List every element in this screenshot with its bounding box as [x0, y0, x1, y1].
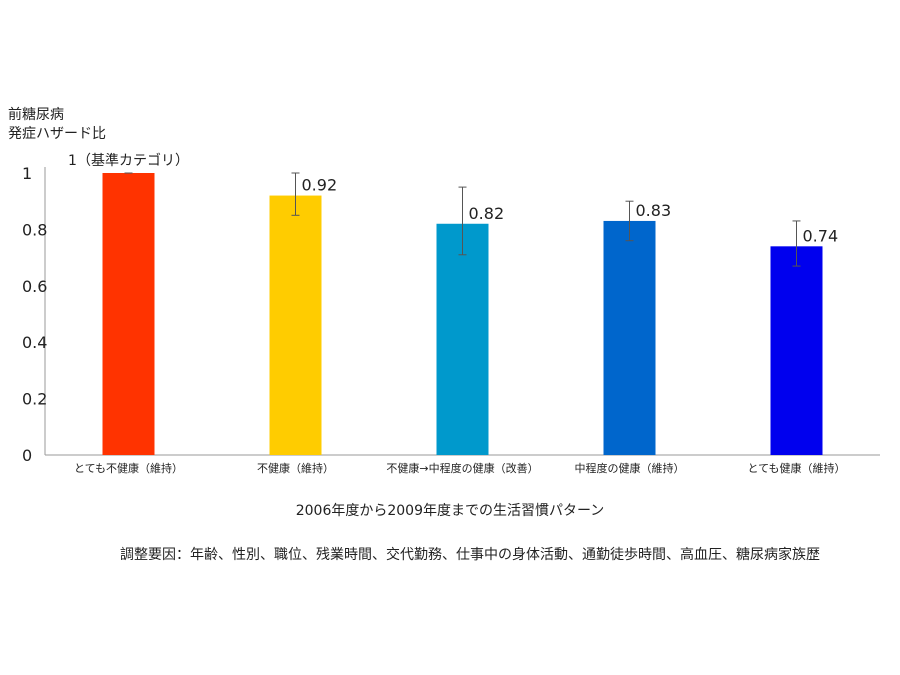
y-tick-label: 0.2	[22, 390, 47, 409]
y-tick-label: 0.8	[22, 220, 47, 239]
axes: 0 0.2 0.4 0.6 0.8 1 とても不健康（維持） 不健康（維持） 不健康→中程度の健…	[22, 164, 880, 475]
bar	[436, 223, 489, 455]
value-label: 0.92	[302, 176, 338, 195]
y-tick-label: 0	[22, 446, 32, 465]
x-tick-label: 中程度の健康（維持）	[575, 461, 685, 475]
adjustment-note: 調整要因：年齢、性別、職位、残業時間、交代勤務、仕事中の身体活動、通勤徒歩時間、…	[120, 547, 820, 563]
bar-chart: 0 0.2 0.4 0.6 0.8 1 とても不健康（維持） 不健康（維持） 不健康→中程度の健…	[22, 152, 880, 475]
bar	[770, 246, 823, 455]
x-tick-label: 不健康（維持）	[257, 461, 334, 475]
bar	[102, 173, 155, 455]
y-axis-title-line-2: 発症ハザード比	[8, 126, 106, 142]
value-labels: 1（基準カテゴリ） 0.92 0.82 0.83 0.74	[68, 152, 838, 245]
x-axis-title: 2006年度から2009年度までの生活習慣パターン	[295, 503, 605, 519]
x-tick-label: とても不健康（維持）	[74, 461, 183, 475]
error-bars	[124, 172, 801, 267]
value-label: 0.83	[636, 201, 672, 220]
bars	[102, 173, 823, 455]
value-label: 0.82	[469, 204, 505, 223]
value-label: 0.74	[803, 226, 839, 245]
x-tick-label: とても健康（維持）	[747, 461, 845, 475]
bar	[269, 195, 322, 455]
y-axis-title: 前糖尿病 発症ハザード比	[8, 106, 106, 144]
y-axis-title-line-1: 前糖尿病	[8, 107, 64, 123]
y-tick-label: 0.6	[22, 277, 47, 296]
value-label: 1（基準カテゴリ）	[68, 152, 189, 169]
bar	[603, 220, 656, 455]
x-tick-label: 不健康→中程度の健康（改善）	[386, 461, 538, 475]
y-tick-label: 1	[22, 164, 32, 183]
y-tick-label: 0.4	[22, 333, 47, 352]
